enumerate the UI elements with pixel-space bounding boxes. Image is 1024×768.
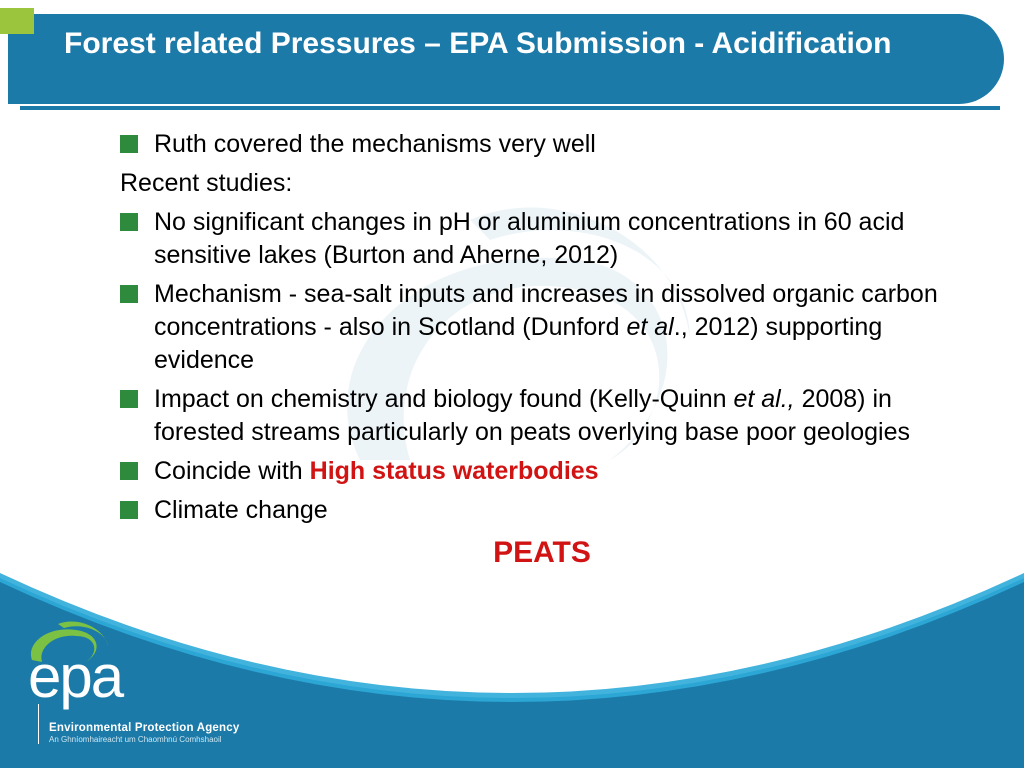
slide-title: Forest related Pressures – EPA Submissio… [12,14,1004,62]
bullet-text: No significant changes in pH or aluminiu… [154,206,964,272]
list-item: Coincide with High status waterbodies [120,455,964,488]
text-segment: Coincide with [154,457,310,485]
bullet-icon [120,285,138,303]
epa-logo: epa Environmental Protection Agency An G… [28,650,239,744]
bullet-text: Mechanism - sea-salt inputs and increase… [154,278,964,377]
title-bar: Forest related Pressures – EPA Submissio… [0,14,1024,104]
peats-callout: PEATS [120,533,964,573]
bullet-icon [120,135,138,153]
title-underline [20,106,1000,110]
list-item: Mechanism - sea-salt inputs and increase… [120,278,964,377]
list-item: No significant changes in pH or aluminiu… [120,206,964,272]
bullet-icon [120,390,138,408]
plain-text: Recent studies: [120,167,964,200]
list-item: Climate change [120,494,964,527]
italic-text: et al., [733,385,794,413]
bullet-text: Climate change [154,494,328,527]
logo-divider [38,704,39,744]
list-item: Ruth covered the mechanisms very well [120,128,964,161]
bullet-icon [120,462,138,480]
bullet-icon [120,501,138,519]
bullet-text: Impact on chemistry and biology found (K… [154,383,964,449]
italic-text: et al [626,313,673,341]
text-segment: Impact on chemistry and biology found (K… [154,385,733,413]
logo-subtitle-ga: An Ghníomhaireacht um Chaomhnú Comhshaoi… [49,735,239,744]
bullet-text: Coincide with High status waterbodies [154,455,599,488]
bullet-text: Ruth covered the mechanisms very well [154,128,596,161]
bullet-icon [120,213,138,231]
highlight-text: High status waterbodies [310,457,599,485]
logo-subtitle-en: Environmental Protection Agency [49,722,239,734]
slide-content: Ruth covered the mechanisms very well Re… [120,128,964,573]
leaf-icon [24,620,114,670]
list-item: Impact on chemistry and biology found (K… [120,383,964,449]
